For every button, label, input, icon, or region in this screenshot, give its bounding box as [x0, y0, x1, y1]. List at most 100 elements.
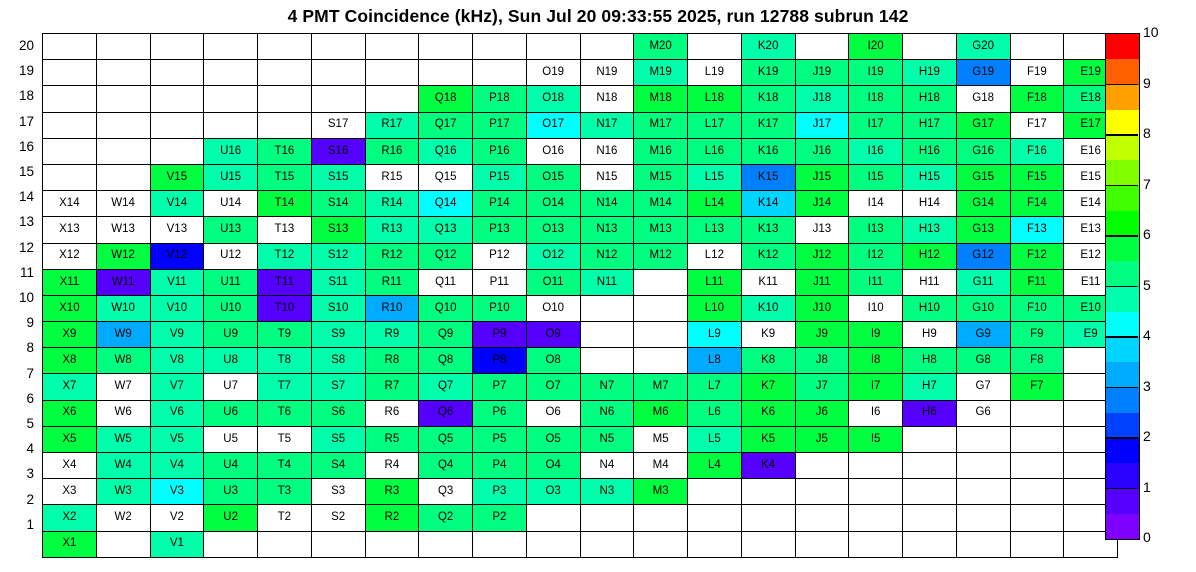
heatmap-cell-u8[interactable]: U8 — [203, 347, 258, 375]
heatmap-cell-i6[interactable]: I6 — [848, 399, 903, 427]
heatmap-cell-w4[interactable]: W4 — [95, 451, 151, 480]
heatmap-cell-k17[interactable]: K17 — [740, 111, 796, 139]
heatmap-cell-l7[interactable]: L7 — [687, 373, 742, 401]
heatmap-cell-q11[interactable]: Q11 — [418, 268, 473, 296]
heatmap-cell-m14[interactable]: M14 — [633, 190, 688, 218]
heatmap-cell-t4[interactable]: T4 — [257, 451, 312, 480]
heatmap-cell-l17[interactable]: L17 — [687, 111, 742, 139]
heatmap-cell-g18[interactable]: G18 — [955, 85, 1011, 113]
heatmap-cell-w3[interactable]: W3 — [95, 478, 151, 506]
heatmap-cell-v1[interactable]: V1 — [149, 530, 205, 558]
heatmap-cell-q3[interactable]: Q3 — [418, 478, 473, 506]
heatmap-cell-f19[interactable]: F19 — [1009, 59, 1065, 87]
heatmap-cell-k14[interactable]: K14 — [740, 190, 796, 218]
heatmap-cell-f10[interactable]: F10 — [1009, 294, 1065, 323]
heatmap-cell-o16[interactable]: O16 — [525, 137, 581, 165]
heatmap-cell-x2[interactable]: X2 — [42, 504, 97, 532]
heatmap-cell-r10[interactable]: R10 — [364, 294, 420, 323]
heatmap-cell-w14[interactable]: W14 — [95, 190, 151, 218]
heatmap-cell-k18[interactable]: K18 — [740, 85, 796, 113]
heatmap-cell-n12[interactable]: N12 — [579, 242, 635, 270]
heatmap-cell-f17[interactable]: F17 — [1009, 111, 1065, 139]
heatmap-cell-l5[interactable]: L5 — [687, 425, 742, 454]
heatmap-cell-l6[interactable]: L6 — [687, 399, 742, 427]
heatmap-cell-q16[interactable]: Q16 — [418, 137, 473, 165]
heatmap-cell-q12[interactable]: Q12 — [418, 242, 473, 270]
heatmap-cell-o13[interactable]: O13 — [525, 216, 581, 244]
heatmap-cell-l9[interactable]: L9 — [687, 321, 742, 349]
heatmap-cell-l15[interactable]: L15 — [687, 163, 742, 192]
heatmap-cell-t10[interactable]: T10 — [257, 294, 312, 323]
heatmap-cell-o6[interactable]: O6 — [525, 399, 581, 427]
heatmap-cell-v7[interactable]: V7 — [149, 373, 205, 401]
heatmap-cell-m3[interactable]: M3 — [633, 478, 688, 506]
heatmap-cell-o8[interactable]: O8 — [525, 347, 581, 375]
heatmap-cell-g17[interactable]: G17 — [955, 111, 1011, 139]
heatmap-cell-s13[interactable]: S13 — [310, 216, 366, 244]
heatmap-cell-v9[interactable]: V9 — [149, 321, 205, 349]
heatmap-cell-k6[interactable]: K6 — [740, 399, 796, 427]
heatmap-cell-k19[interactable]: K19 — [740, 59, 796, 87]
heatmap-cell-f13[interactable]: F13 — [1009, 216, 1065, 244]
heatmap-cell-n13[interactable]: N13 — [579, 216, 635, 244]
heatmap-cell-p15[interactable]: P15 — [472, 163, 527, 192]
heatmap-cell-w13[interactable]: W13 — [95, 216, 151, 244]
heatmap-cell-i15[interactable]: I15 — [848, 163, 903, 192]
heatmap-cell-w9[interactable]: W9 — [95, 321, 151, 349]
heatmap-cell-n19[interactable]: N19 — [579, 59, 635, 87]
heatmap-cell-t16[interactable]: T16 — [257, 137, 312, 165]
heatmap-cell-l12[interactable]: L12 — [687, 242, 742, 270]
heatmap-cell-g13[interactable]: G13 — [955, 216, 1011, 244]
heatmap-cell-r7[interactable]: R7 — [364, 373, 420, 401]
heatmap-cell-j16[interactable]: J16 — [794, 137, 850, 165]
heatmap-cell-w10[interactable]: W10 — [95, 294, 151, 323]
heatmap-cell-f18[interactable]: F18 — [1009, 85, 1065, 113]
heatmap-cell-f11[interactable]: F11 — [1009, 268, 1065, 296]
heatmap-cell-k20[interactable]: K20 — [740, 32, 796, 61]
heatmap-cell-l8[interactable]: L8 — [687, 347, 742, 375]
heatmap-cell-f14[interactable]: F14 — [1009, 190, 1065, 218]
heatmap-cell-t15[interactable]: T15 — [257, 163, 312, 192]
heatmap-cell-l13[interactable]: L13 — [687, 216, 742, 244]
heatmap-cell-s4[interactable]: S4 — [310, 451, 366, 480]
heatmap-cell-s5[interactable]: S5 — [310, 425, 366, 454]
heatmap-cell-o17[interactable]: O17 — [525, 111, 581, 139]
heatmap-cell-r14[interactable]: R14 — [364, 190, 420, 218]
heatmap-cell-u10[interactable]: U10 — [203, 294, 258, 323]
heatmap-cell-m15[interactable]: M15 — [633, 163, 688, 192]
heatmap-cell-w2[interactable]: W2 — [95, 504, 151, 532]
heatmap-cell-q13[interactable]: Q13 — [418, 216, 473, 244]
heatmap-cell-o3[interactable]: O3 — [525, 478, 581, 506]
heatmap-cell-f16[interactable]: F16 — [1009, 137, 1065, 165]
heatmap-cell-g9[interactable]: G9 — [955, 321, 1011, 349]
heatmap-cell-j14[interactable]: J14 — [794, 190, 850, 218]
heatmap-cell-h6[interactable]: H6 — [902, 399, 957, 427]
heatmap-cell-h8[interactable]: H8 — [902, 347, 957, 375]
heatmap-cell-o18[interactable]: O18 — [525, 85, 581, 113]
heatmap-cell-r2[interactable]: R2 — [364, 504, 420, 532]
heatmap-cell-x11[interactable]: X11 — [42, 268, 97, 296]
heatmap-cell-r16[interactable]: R16 — [364, 137, 420, 165]
heatmap-cell-n6[interactable]: N6 — [579, 399, 635, 427]
heatmap-cell-i11[interactable]: I11 — [848, 268, 903, 296]
heatmap-cell-p3[interactable]: P3 — [472, 478, 527, 506]
heatmap-cell-f12[interactable]: F12 — [1009, 242, 1065, 270]
heatmap-cell-v15[interactable]: V15 — [149, 163, 205, 192]
heatmap-cell-k13[interactable]: K13 — [740, 216, 796, 244]
heatmap-cell-p10[interactable]: P10 — [472, 294, 527, 323]
heatmap-cell-g20[interactable]: G20 — [955, 32, 1011, 61]
heatmap-cell-u9[interactable]: U9 — [203, 321, 258, 349]
heatmap-cell-r5[interactable]: R5 — [364, 425, 420, 454]
heatmap-cell-h15[interactable]: H15 — [902, 163, 957, 192]
heatmap-cell-j10[interactable]: J10 — [794, 294, 850, 323]
heatmap-cell-j11[interactable]: J11 — [794, 268, 850, 296]
heatmap-cell-k16[interactable]: K16 — [740, 137, 796, 165]
heatmap-cell-s12[interactable]: S12 — [310, 242, 366, 270]
heatmap-cell-q10[interactable]: Q10 — [418, 294, 473, 323]
heatmap-cell-l19[interactable]: L19 — [687, 59, 742, 87]
heatmap-cell-x6[interactable]: X6 — [42, 399, 97, 427]
heatmap-cell-n18[interactable]: N18 — [579, 85, 635, 113]
heatmap-cell-u11[interactable]: U11 — [203, 268, 258, 296]
heatmap-cell-g19[interactable]: G19 — [955, 59, 1011, 87]
heatmap-cell-j19[interactable]: J19 — [794, 59, 850, 87]
